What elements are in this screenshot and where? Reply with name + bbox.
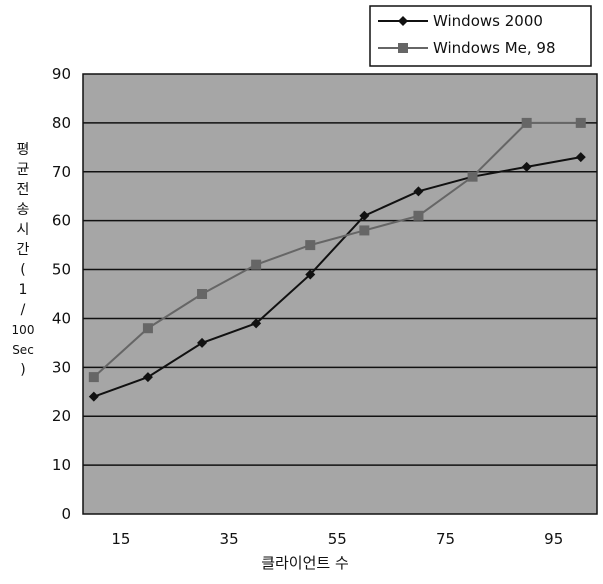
data-point — [359, 225, 370, 236]
y-axis-label-part: Sec — [12, 343, 34, 357]
series-line — [93, 156, 581, 398]
data-point — [251, 259, 262, 270]
data-point — [197, 289, 208, 299]
y-tick-label: 70 — [52, 163, 71, 181]
y-axis-label-part: 간 — [16, 242, 30, 258]
data-point — [359, 210, 370, 221]
y-tick-label: 20 — [52, 407, 71, 425]
x-tick-labels: 15 35 55 75 95 — [111, 530, 563, 548]
x-tick-label: 75 — [436, 530, 455, 548]
x-tick-label: 55 — [328, 530, 347, 548]
y-axis-label-part: 시 — [16, 222, 30, 238]
legend-marker — [398, 16, 408, 26]
data-point — [305, 269, 316, 280]
y-tick-label: 40 — [52, 309, 71, 327]
legend: Windows 2000 Windows Me, 98 — [369, 5, 592, 67]
y-tick-label: 90 — [52, 65, 71, 83]
data-point — [88, 391, 99, 402]
plot-area — [82, 73, 598, 515]
data-point — [142, 372, 153, 383]
y-axis-label-part: 전 — [16, 182, 30, 198]
y-axis-label-part: ) — [20, 362, 26, 378]
y-axis-label-part: ( — [20, 262, 26, 278]
y-tick-label: 60 — [52, 212, 71, 230]
y-tick-label: 80 — [52, 114, 71, 132]
data-point — [413, 186, 424, 197]
y-tick-label: 30 — [52, 358, 71, 376]
y-axis-label-part: 평 — [16, 142, 30, 158]
y-tick-label: 0 — [61, 505, 71, 523]
x-tick-label: 35 — [220, 530, 239, 548]
legend-label: Windows 2000 — [433, 12, 543, 30]
data-point — [197, 337, 208, 348]
x-axis-label: 클라이언트 수 — [261, 554, 349, 572]
y-axis-label-part: 균 — [16, 162, 30, 178]
gridlines — [83, 122, 597, 466]
data-point — [575, 152, 586, 163]
x-tick-label: 95 — [544, 530, 563, 548]
data-point — [251, 318, 262, 329]
y-tick-label: 50 — [52, 261, 71, 279]
y-axis-label-part: 100 — [11, 323, 35, 337]
data-point — [521, 117, 532, 128]
data-point — [575, 117, 586, 128]
y-axis-label-part: 1 — [18, 282, 28, 298]
y-axis-label-part: / — [20, 302, 26, 318]
data-point — [305, 240, 316, 251]
data-point — [142, 323, 153, 334]
y-tick-labels: 0 10 20 30 40 50 60 70 80 90 — [52, 65, 71, 523]
y-axis-label: 평 균 전 송 시 간 (1 / 100 Sec) — [8, 140, 38, 380]
data-point — [521, 161, 532, 172]
series-line — [93, 121, 581, 378]
legend-marker — [398, 43, 408, 53]
y-tick-label: 10 — [52, 456, 71, 474]
legend-box — [369, 5, 592, 67]
series-lines — [88, 117, 586, 402]
y-axis-label-part: 송 — [16, 202, 30, 218]
legend-label: Windows Me, 98 — [433, 39, 556, 57]
data-point — [88, 372, 99, 383]
data-point — [467, 171, 478, 182]
x-tick-label: 15 — [111, 530, 130, 548]
data-point — [413, 210, 424, 221]
